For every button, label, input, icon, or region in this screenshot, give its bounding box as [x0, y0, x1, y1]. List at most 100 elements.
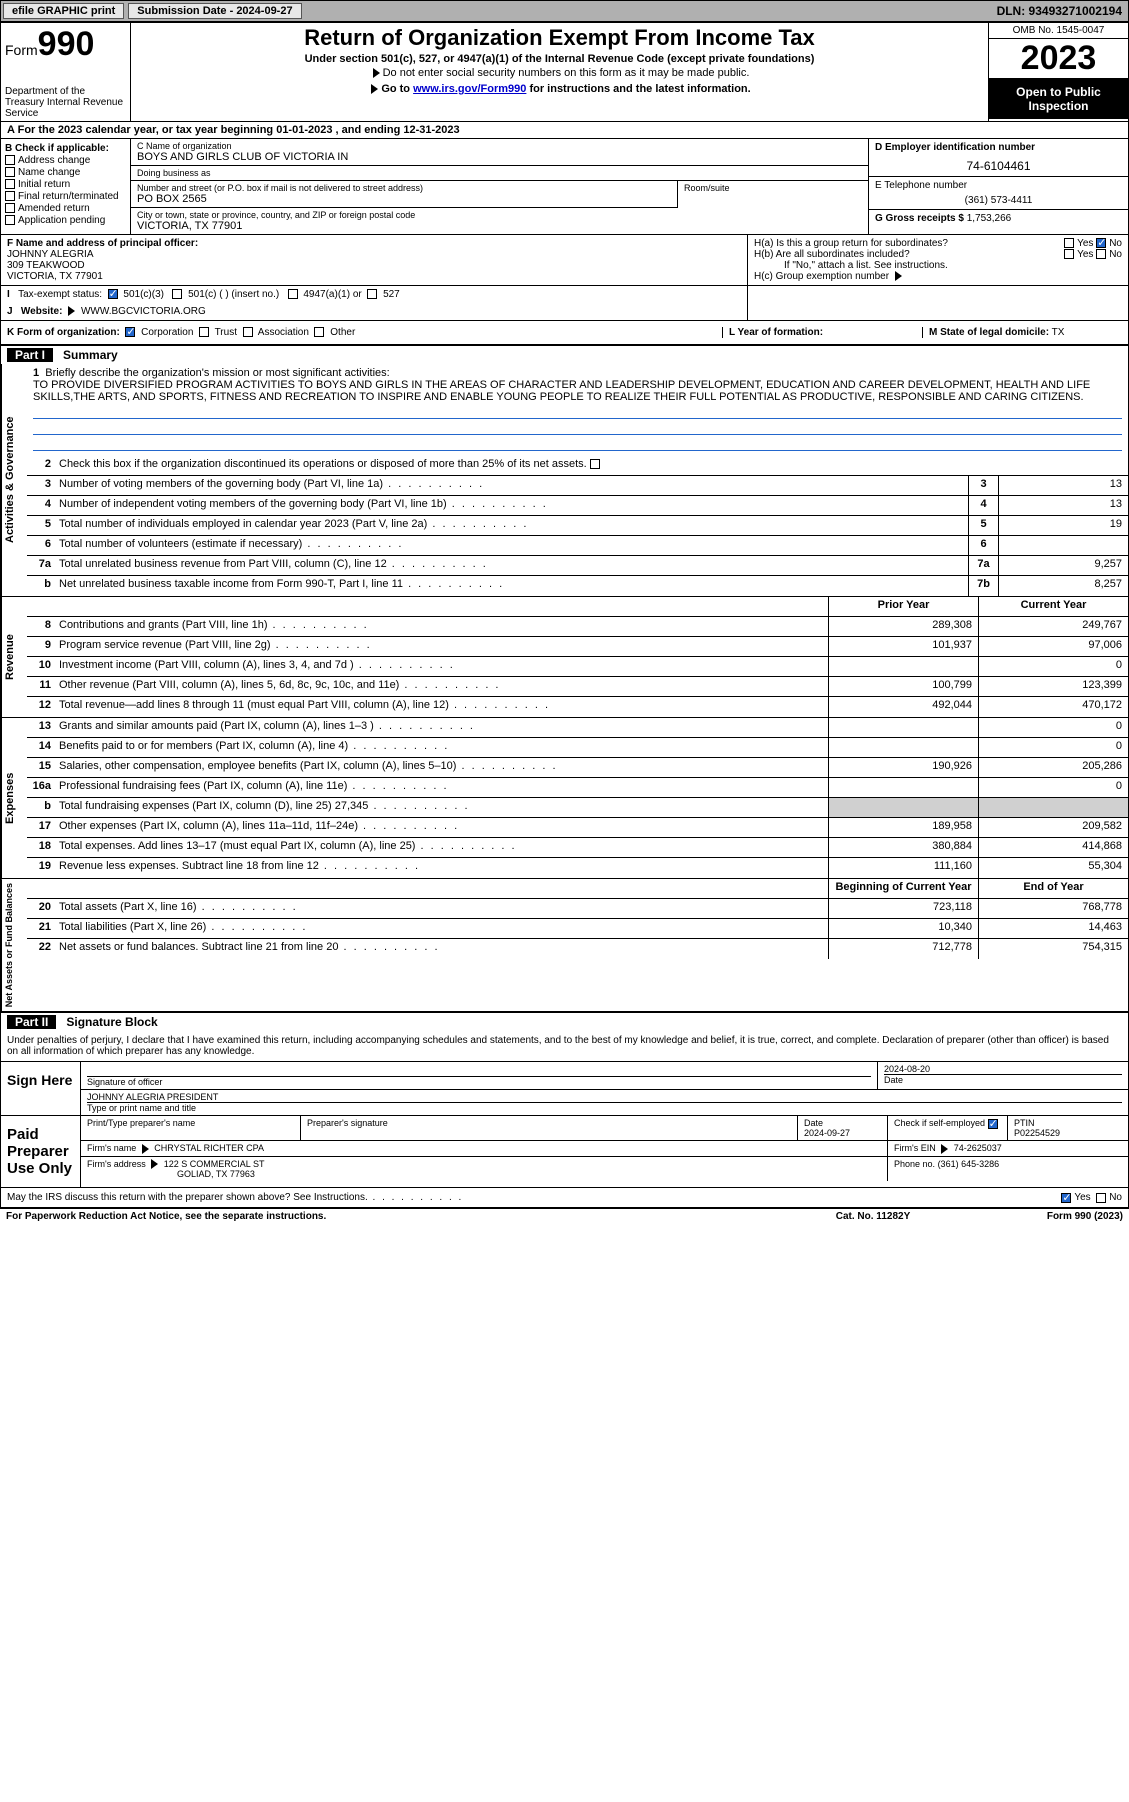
summary-row: 19Revenue less expenses. Subtract line 1… — [27, 858, 1128, 878]
p-name-lbl: Print/Type preparer's name — [81, 1116, 301, 1140]
form-subtitle-2: Do not enter social security numbers on … — [383, 67, 750, 79]
row-fh: F Name and address of principal officer:… — [1, 235, 1128, 286]
form-number: 990 — [38, 25, 95, 63]
row-a-tax-year: A For the 2023 calendar year, or tax yea… — [1, 122, 1128, 139]
line2: Check this box if the organization disco… — [55, 456, 1128, 475]
sidelabel-rev: Revenue — [1, 597, 27, 717]
f-name: JOHNNY ALEGRIA — [7, 249, 94, 260]
summary-row: 8Contributions and grants (Part VIII, li… — [27, 617, 1128, 637]
summary-row: 14Benefits paid to or for members (Part … — [27, 738, 1128, 758]
line7a: Total unrelated business revenue from Pa… — [55, 556, 968, 575]
box-b: B Check if applicable: Address change Na… — [1, 139, 131, 234]
summary-row: 17Other expenses (Part IX, column (A), l… — [27, 818, 1128, 838]
k-assoc[interactable] — [243, 327, 253, 337]
box-h: H(a) Is this a group return for subordin… — [748, 235, 1128, 285]
efile-print-button[interactable]: efile GRAPHIC print — [3, 3, 124, 19]
form-word: Form — [5, 42, 38, 58]
i-501c3[interactable] — [108, 289, 118, 299]
summary-row: 12Total revenue—add lines 8 through 11 (… — [27, 697, 1128, 717]
col-prior-year: Prior Year — [828, 597, 978, 616]
m-lbl: M State of legal domicile: — [929, 327, 1049, 338]
i-527[interactable] — [367, 289, 377, 299]
ha-no[interactable] — [1096, 238, 1106, 248]
firm-name: CHRYSTAL RICHTER CPA — [154, 1143, 264, 1153]
chk-final-return[interactable] — [5, 191, 15, 201]
k-corp[interactable] — [125, 327, 135, 337]
summary-row: 20Total assets (Part X, line 16)723,1187… — [27, 899, 1128, 919]
top-toolbar: efile GRAPHIC print Submission Date - 20… — [0, 0, 1129, 22]
c-street-lbl: Number and street (or P.O. box if mail i… — [137, 183, 671, 193]
section-expenses: Expenses 13Grants and similar amounts pa… — [1, 718, 1128, 879]
chk-app-pending[interactable] — [5, 215, 15, 225]
hb-no[interactable] — [1096, 249, 1106, 259]
c-street: PO BOX 2565 — [137, 193, 671, 205]
form-ref: Form 990 (2023) — [973, 1211, 1123, 1222]
summary-row: 9Program service revenue (Part VIII, lin… — [27, 637, 1128, 657]
ha-yes[interactable] — [1064, 238, 1074, 248]
line5: Total number of individuals employed in … — [55, 516, 968, 535]
c-name-lbl: C Name of organization — [137, 141, 862, 151]
paid-preparer-block: Paid Preparer Use Only Print/Type prepar… — [1, 1116, 1128, 1188]
p-sig-lbl: Preparer's signature — [301, 1116, 798, 1140]
sig-officer-lbl: Signature of officer — [87, 1076, 871, 1087]
line4-val: 13 — [998, 496, 1128, 515]
line7b-val: 8,257 — [998, 576, 1128, 596]
mission-text: TO PROVIDE DIVERSIFIED PROGRAM ACTIVITIE… — [33, 379, 1090, 403]
goto-pre: Go to — [381, 83, 413, 95]
chk-address-change[interactable] — [5, 155, 15, 165]
d-val: 74-6104461 — [875, 153, 1122, 173]
chk-amended[interactable] — [5, 203, 15, 213]
paid-preparer-label: Paid Preparer Use Only — [1, 1116, 81, 1187]
box-deg: D Employer identification number 74-6104… — [868, 139, 1128, 234]
sign-here-label: Sign Here — [1, 1062, 81, 1115]
type-name-lbl: Type or print name and title — [87, 1102, 1122, 1113]
chk-name-change[interactable] — [5, 167, 15, 177]
summary-row: 10Investment income (Part VIII, column (… — [27, 657, 1128, 677]
k-other[interactable] — [314, 327, 324, 337]
header-mid: Return of Organization Exempt From Incom… — [131, 23, 988, 121]
submission-date-button[interactable]: Submission Date - 2024-09-27 — [128, 3, 301, 19]
i-4947[interactable] — [288, 289, 298, 299]
form-header: Form990 Department of the Treasury Inter… — [1, 23, 1128, 122]
goto-link[interactable]: www.irs.gov/Form990 — [413, 83, 526, 95]
header-right: OMB No. 1545-0047 2023 Open to Public In… — [988, 23, 1128, 121]
dept-treasury: Department of the Treasury Internal Reve… — [5, 86, 126, 119]
g-lbl: G Gross receipts $ — [875, 213, 964, 224]
box-b-title: B Check if applicable: — [5, 143, 109, 154]
goto-post: for instructions and the latest informat… — [526, 83, 750, 95]
perjury-statement: Under penalties of perjury, I declare th… — [1, 1031, 1128, 1062]
box-c: C Name of organization BOYS AND GIRLS CL… — [131, 139, 868, 234]
sidelabel-gov: Activities & Governance — [1, 364, 27, 596]
p-self-employed: Check if self-employed — [888, 1116, 1008, 1140]
chk-initial-return[interactable] — [5, 179, 15, 189]
ha-lbl: H(a) Is this a group return for subordin… — [754, 238, 948, 249]
open-to-public: Open to Public Inspection — [989, 79, 1128, 119]
discuss-row: May the IRS discuss this return with the… — [1, 1188, 1128, 1208]
hb-yes[interactable] — [1064, 249, 1074, 259]
col-current-year: Current Year — [978, 597, 1128, 616]
i-501c[interactable] — [172, 289, 182, 299]
col-boy: Beginning of Current Year — [828, 879, 978, 898]
page-footer: For Paperwork Reduction Act Notice, see … — [0, 1209, 1129, 1224]
e-val: (361) 573-4411 — [875, 191, 1122, 206]
c-city-lbl: City or town, state or province, country… — [137, 210, 862, 220]
j-val: WWW.BGCVICTORIA.ORG — [81, 306, 206, 317]
summary-row: 16aProfessional fundraising fees (Part I… — [27, 778, 1128, 798]
line2-chk[interactable] — [590, 459, 600, 469]
sidelabel-net: Net Assets or Fund Balances — [1, 879, 27, 1011]
sidelabel-exp: Expenses — [1, 718, 27, 878]
k-trust[interactable] — [199, 327, 209, 337]
line4: Number of independent voting members of … — [55, 496, 968, 515]
line7b: Net unrelated business taxable income fr… — [55, 576, 968, 596]
discuss-no[interactable] — [1096, 1193, 1106, 1203]
summary-row: bTotal fundraising expenses (Part IX, co… — [27, 798, 1128, 818]
firm-addr: 122 S COMMERCIAL ST — [164, 1159, 265, 1169]
g-val: 1,753,266 — [967, 213, 1012, 224]
firm-ein: 74-2625037 — [954, 1143, 1002, 1153]
chk-self-employed[interactable] — [988, 1119, 998, 1129]
discuss-yes[interactable] — [1061, 1193, 1071, 1203]
line7a-val: 9,257 — [998, 556, 1128, 575]
summary-row: 13Grants and similar amounts paid (Part … — [27, 718, 1128, 738]
c-dba-lbl: Doing business as — [137, 168, 862, 178]
c-room-lbl: Room/suite — [684, 183, 862, 193]
